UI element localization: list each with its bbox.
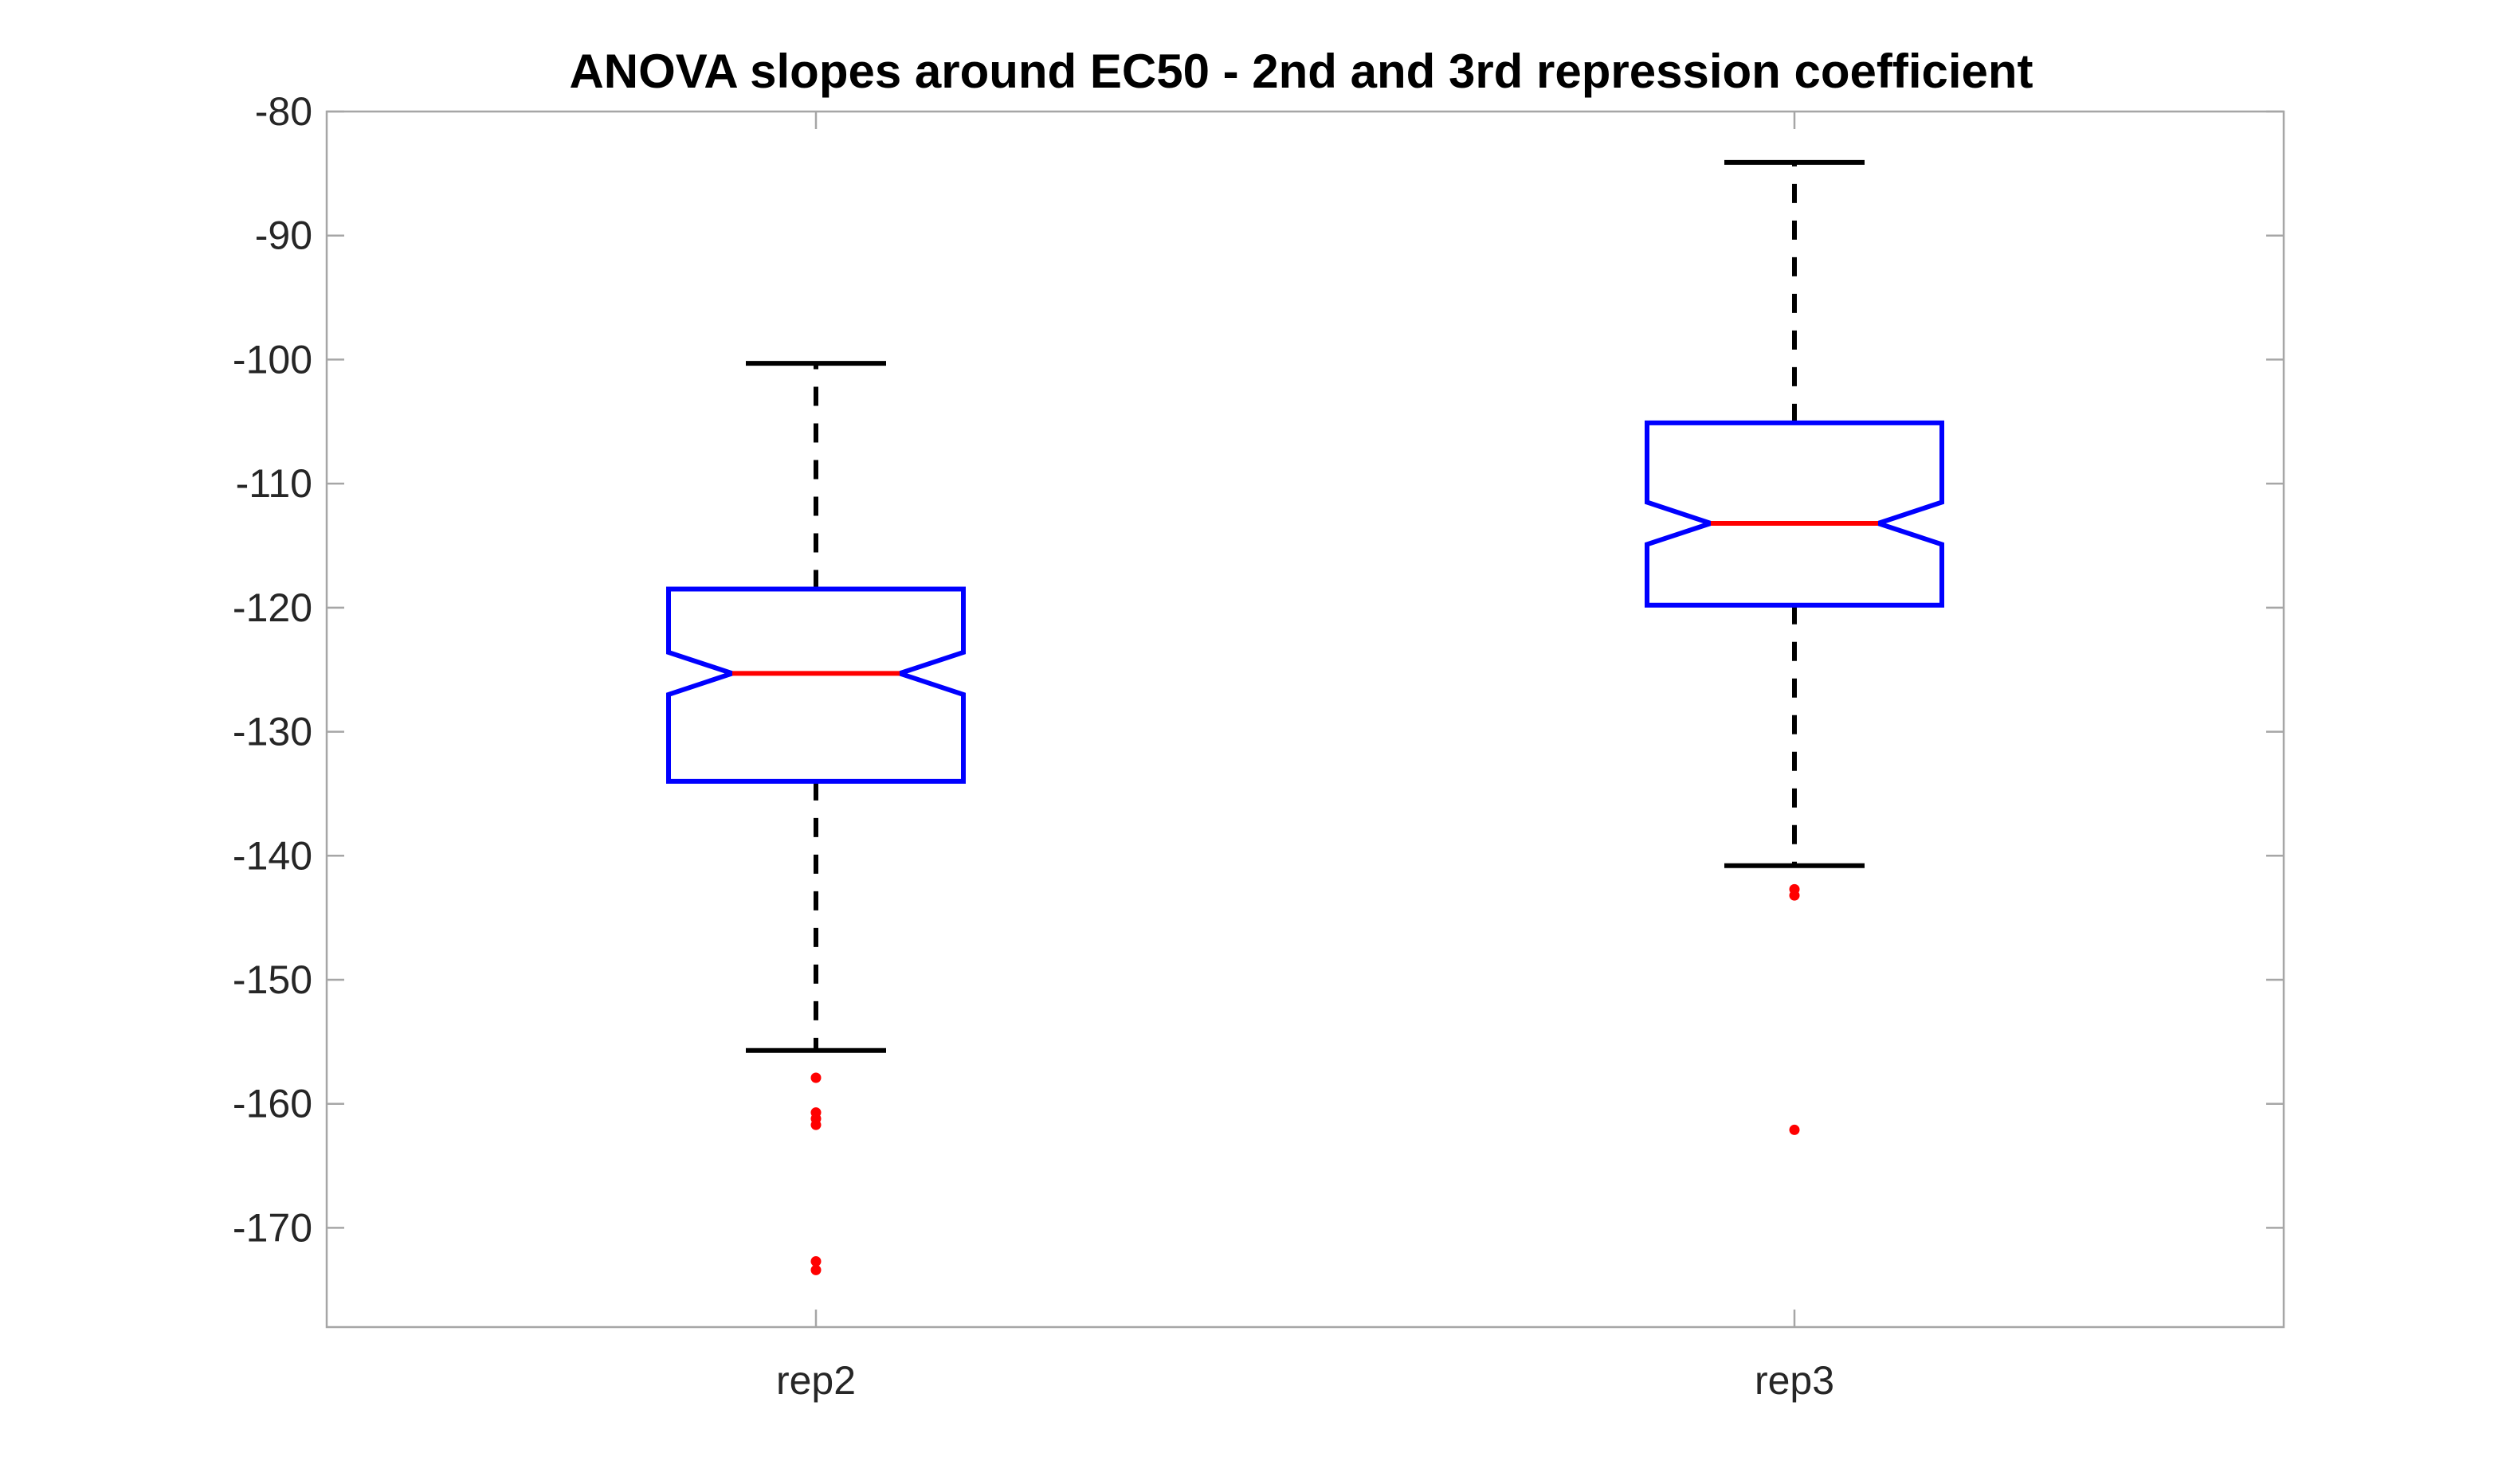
outlier-point	[810, 1072, 822, 1083]
outlier-point	[810, 1119, 822, 1130]
y-tick-label: -90	[255, 213, 312, 258]
outlier-point	[810, 1264, 822, 1275]
y-tick-label: -130	[233, 710, 312, 754]
y-tick-label: -140	[233, 833, 312, 878]
y-tick-label: -160	[233, 1082, 312, 1126]
outlier-point	[810, 1255, 822, 1267]
axes-frame	[325, 110, 2285, 1329]
outlier-point	[1789, 1124, 1800, 1135]
notched-box	[666, 586, 966, 784]
outlier-point	[1789, 890, 1800, 901]
y-tick-label: -150	[233, 957, 312, 1002]
notched-box	[1645, 420, 1944, 608]
y-tick-label: -110	[236, 461, 312, 506]
chart-title: ANOVA slopes around EC50 - 2nd and 3rd r…	[569, 45, 2033, 98]
y-tick-label: -80	[255, 89, 312, 134]
y-tick-label: -120	[233, 585, 312, 630]
x-tick-label: rep2	[776, 1358, 856, 1403]
x-tick-label: rep3	[1755, 1358, 1834, 1403]
plot-area: -80 -90 -100 -110 -120 -130 -140 -150 -160 -170 re…	[233, 89, 2285, 1403]
y-tick-label: -100	[233, 337, 312, 382]
y-tick-label: -170	[233, 1205, 312, 1250]
